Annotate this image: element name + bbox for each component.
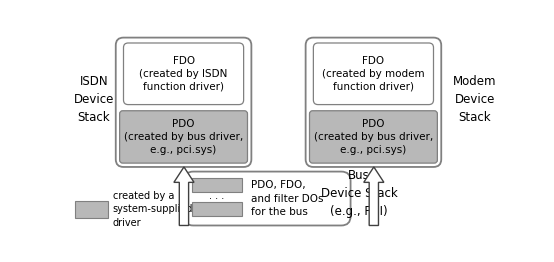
FancyBboxPatch shape bbox=[124, 43, 244, 105]
Text: PDO
(created by bus driver,
e.g., pci.sys): PDO (created by bus driver, e.g., pci.sy… bbox=[124, 119, 243, 155]
FancyBboxPatch shape bbox=[116, 38, 252, 167]
FancyBboxPatch shape bbox=[306, 38, 441, 167]
Bar bbox=[192, 202, 242, 216]
Bar bbox=[75, 201, 108, 218]
Text: . . .: . . . bbox=[209, 191, 224, 201]
Text: created by a
system-supplied
driver: created by a system-supplied driver bbox=[112, 191, 193, 227]
FancyBboxPatch shape bbox=[120, 111, 248, 163]
Polygon shape bbox=[174, 167, 194, 226]
Text: Bus
Device Stack
(e.g., PCI): Bus Device Stack (e.g., PCI) bbox=[321, 169, 397, 218]
Text: ISDN
Device
Stack: ISDN Device Stack bbox=[74, 75, 114, 124]
Text: PDO, FDO,
and filter DOs
for the bus: PDO, FDO, and filter DOs for the bus bbox=[250, 180, 323, 217]
FancyBboxPatch shape bbox=[314, 43, 433, 105]
FancyBboxPatch shape bbox=[184, 172, 351, 226]
FancyBboxPatch shape bbox=[310, 111, 437, 163]
Text: Modem
Device
Stack: Modem Device Stack bbox=[453, 75, 496, 124]
Text: PDO
(created by bus driver,
e.g., pci.sys): PDO (created by bus driver, e.g., pci.sy… bbox=[314, 119, 433, 155]
Bar bbox=[192, 178, 242, 192]
Text: FDO
(created by modem
function driver): FDO (created by modem function driver) bbox=[322, 56, 425, 92]
Text: FDO
(created by ISDN
function driver): FDO (created by ISDN function driver) bbox=[140, 56, 228, 92]
Polygon shape bbox=[364, 167, 384, 226]
